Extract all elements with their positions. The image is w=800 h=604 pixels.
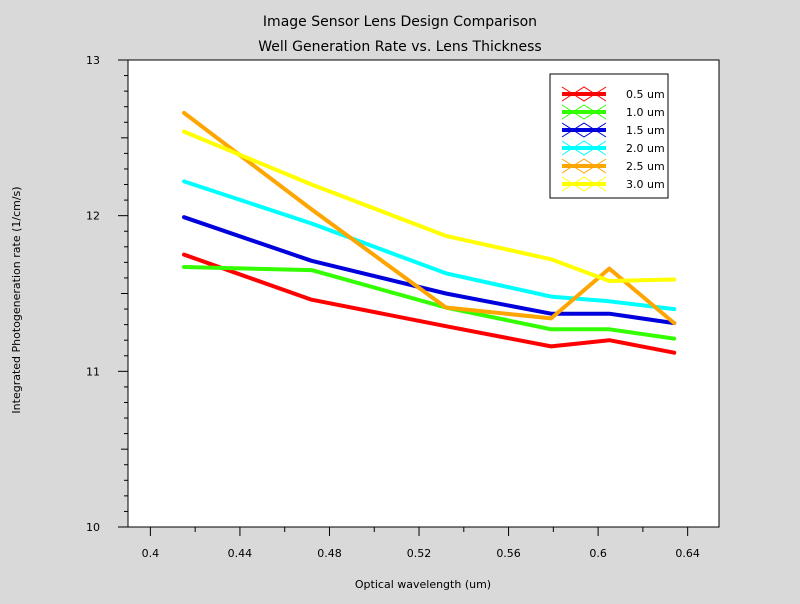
- legend-label: 1.0 um: [626, 106, 665, 119]
- y-tick-label: 10: [86, 521, 100, 534]
- series-line: [182, 265, 677, 341]
- legend-label: 3.0 um: [626, 178, 665, 191]
- legend-marker: [561, 86, 607, 102]
- y-tick-label: 12: [86, 210, 100, 223]
- y-tick-label: 11: [86, 365, 100, 378]
- x-tick-label: 0.56: [496, 547, 521, 560]
- x-tick-label: 0.52: [407, 547, 432, 560]
- x-tick-label: 0.6: [589, 547, 607, 560]
- x-tick-label: 0.48: [317, 547, 342, 560]
- y-axis-label: Integrated Photogeneration rate (1/cm/s): [10, 186, 23, 413]
- series-line: [182, 252, 677, 355]
- series-lines: [182, 110, 677, 355]
- series-line: [182, 215, 677, 326]
- x-tick-label: 0.4: [142, 547, 160, 560]
- legend-marker: [561, 104, 607, 120]
- x-tick-label: 0.64: [675, 547, 700, 560]
- series-line: [182, 110, 677, 326]
- legend-label: 2.5 um: [626, 160, 665, 173]
- chart-title: Image Sensor Lens Design Comparison: [263, 14, 537, 30]
- legend-marker: [561, 122, 607, 138]
- legend-label: 2.0 um: [626, 142, 665, 155]
- axes: 10 11 12 13 0.4 0.44 0.48 0.52 0.56 0.6 0.64: [86, 54, 700, 560]
- series-line: [182, 179, 677, 312]
- x-tick-label: 0.44: [228, 547, 253, 560]
- legend-label: 1.5 um: [626, 124, 665, 137]
- legend: 0.5 um 1.0 um 1.5 um 2.0 um 2.5 um 3.0 um: [549, 73, 669, 199]
- legend-marker: [561, 158, 607, 174]
- x-axis-label: Optical wavelength (um): [355, 578, 491, 591]
- series-line: [182, 129, 677, 283]
- legend-marker: [561, 176, 607, 192]
- legend-marker: [561, 140, 607, 156]
- y-tick-label: 13: [86, 54, 100, 67]
- legend-label: 0.5 um: [626, 88, 665, 101]
- chart-subtitle: Well Generation Rate vs. Lens Thickness: [258, 39, 541, 55]
